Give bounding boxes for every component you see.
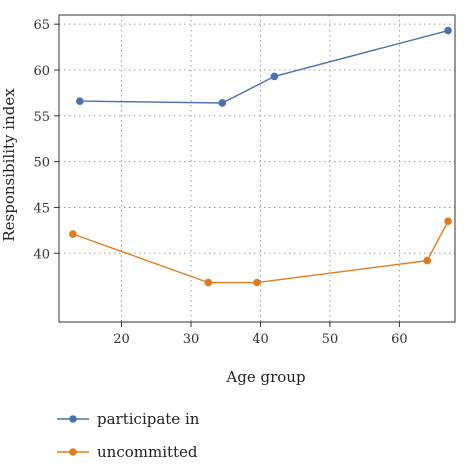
axis-ticks: 20 30 40 50 60 40 45 50 55 60 65 — [33, 18, 407, 347]
y-tick-label: 50 — [33, 156, 50, 171]
x-axis-label: Age group — [225, 368, 305, 386]
legend-swatch-marker — [69, 415, 77, 423]
data-point — [423, 256, 432, 265]
data-point — [218, 99, 227, 107]
data-point — [444, 26, 452, 35]
y-tick-label: 55 — [33, 110, 50, 125]
legend-swatch-marker — [69, 448, 77, 456]
legend-label: participate in — [97, 410, 200, 428]
legend-item: uncommitted — [57, 443, 198, 461]
series-participate-in — [76, 26, 452, 107]
x-tick-label: 40 — [252, 332, 269, 347]
x-tick-label: 30 — [183, 332, 200, 347]
y-tick-label: 60 — [33, 64, 50, 79]
y-tick-label: 65 — [33, 18, 50, 33]
x-tick-label: 50 — [322, 332, 339, 347]
y-tick-label: 40 — [33, 247, 50, 262]
grid-lines — [59, 15, 455, 322]
plot-frame — [58, 14, 456, 323]
data-point — [270, 72, 279, 81]
y-tick-label: 45 — [33, 201, 50, 216]
data-point — [69, 230, 77, 238]
data-point — [76, 97, 84, 105]
data-point — [253, 278, 261, 287]
series-uncommitted — [69, 217, 452, 287]
legend-item: participate in — [57, 410, 200, 428]
data-point — [444, 217, 452, 225]
series-group — [69, 26, 452, 287]
x-tick-label: 20 — [113, 332, 130, 347]
data-point — [204, 278, 213, 287]
x-tick-label: 60 — [391, 332, 408, 347]
legend-label: uncommitted — [97, 443, 198, 461]
series-line — [79, 29, 449, 104]
y-axis-label: Responsibility index — [0, 88, 18, 242]
legend: participate in uncommitted — [57, 410, 200, 461]
